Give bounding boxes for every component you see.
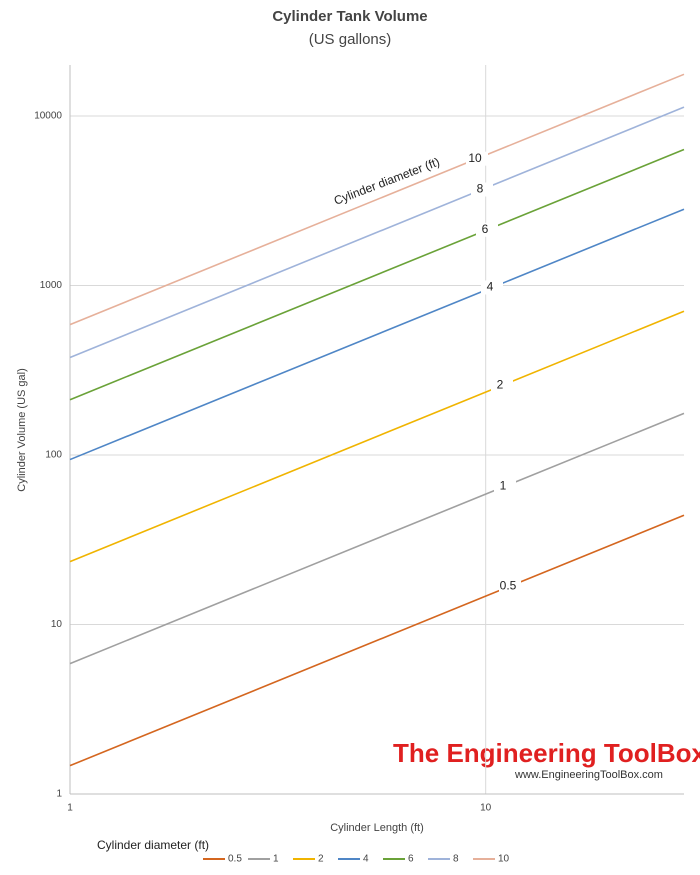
inline-label: 2 xyxy=(497,378,504,392)
inline-label-bg xyxy=(476,222,498,237)
series-line xyxy=(69,310,685,563)
inline-label-bg xyxy=(481,280,503,295)
legend-label: 4 xyxy=(363,854,369,865)
series-line xyxy=(69,208,685,461)
inline-label: 1 xyxy=(500,479,507,493)
watermark-url: www.EngineeringToolBox.com xyxy=(514,769,663,781)
legend-label: 6 xyxy=(408,854,414,865)
watermark: The Engineering ToolBox xyxy=(393,738,700,768)
grid xyxy=(69,65,684,795)
y-tick-label: 1 xyxy=(56,789,62,800)
chart-subtitle: (US gallons) xyxy=(309,31,392,48)
series-line xyxy=(69,412,685,665)
inline-label: 4 xyxy=(487,280,494,294)
inline-label-bg xyxy=(494,479,516,494)
annotation: Cylinder diameter (ft) xyxy=(332,155,442,208)
series-line xyxy=(69,514,685,767)
inline-label-bg xyxy=(466,151,488,166)
series-line xyxy=(69,106,685,359)
y-axis-label: Cylinder Volume (US gal) xyxy=(16,368,28,492)
legend-label: 2 xyxy=(318,854,324,865)
inline-label: 8 xyxy=(477,182,484,196)
legend-label: 8 xyxy=(453,854,459,865)
y-tick-label: 10 xyxy=(51,619,63,630)
y-tick-label: 100 xyxy=(45,450,62,461)
y-tick-label: 10000 xyxy=(34,111,62,122)
inline-label-bg xyxy=(499,579,521,594)
x-tick-label: 10 xyxy=(480,803,492,814)
x-tick-label: 1 xyxy=(67,803,73,814)
inline-label: 0.5 xyxy=(500,578,517,592)
inline-label-bg xyxy=(471,182,493,197)
inline-label: 10 xyxy=(468,151,482,165)
inline-label: 6 xyxy=(482,222,489,236)
chart-title: Cylinder Tank Volume xyxy=(272,8,427,25)
inline-label-bg xyxy=(491,378,513,393)
legend-label: 1 xyxy=(273,854,279,865)
y-tick-label: 1000 xyxy=(40,280,63,291)
x-axis-label: Cylinder Length (ft) xyxy=(330,822,424,834)
legend-label: 10 xyxy=(498,854,510,865)
series-line xyxy=(69,73,685,326)
legend-label: 0.5 xyxy=(228,854,242,865)
legend-title: Cylinder diameter (ft) xyxy=(97,838,209,852)
